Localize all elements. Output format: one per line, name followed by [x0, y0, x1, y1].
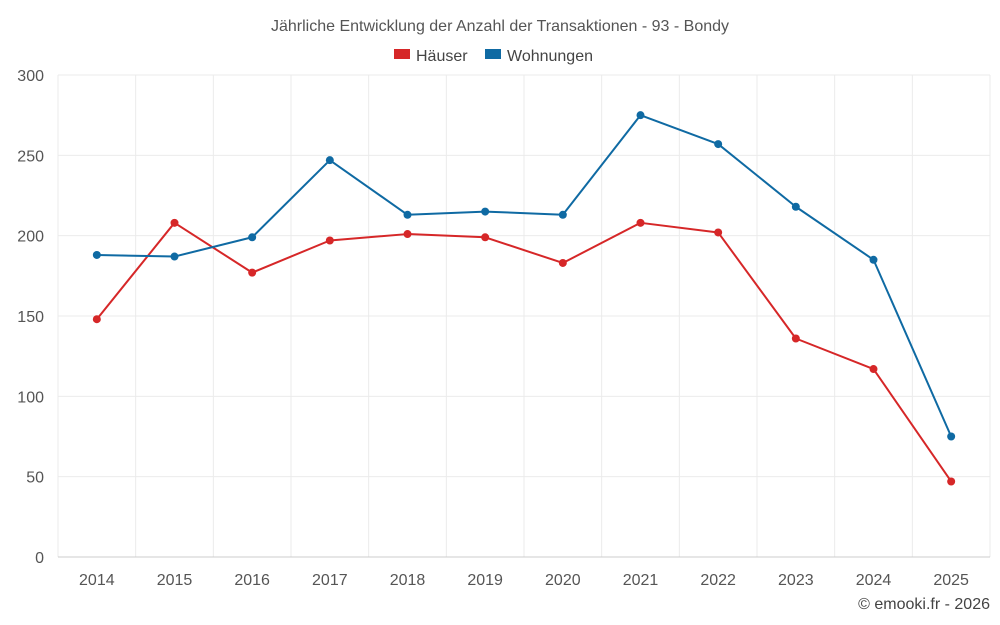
x-tick-label: 2023 — [778, 572, 814, 589]
x-tick-label: 2014 — [79, 572, 115, 589]
data-point-wohnungen-2017[interactable] — [325, 156, 334, 165]
grid — [57, 74, 991, 557]
legend-swatch-wohnungen — [485, 49, 501, 59]
data-point-wohnungen-2019[interactable] — [481, 207, 490, 216]
legend: Häuser Wohnungen — [394, 48, 593, 65]
series-line-hauser — [96, 221, 952, 483]
data-point-hauser-2017[interactable] — [325, 236, 334, 245]
x-tick-label: 2015 — [157, 572, 193, 589]
y-tick-label: 100 — [17, 389, 44, 406]
legend-swatch-hauser — [394, 49, 410, 59]
y-axis-ticks: 0 50 100 150 200 250 300 — [17, 68, 44, 567]
x-tick-label: 2020 — [545, 572, 581, 589]
data-point-hauser-2018[interactable] — [403, 230, 412, 239]
x-tick-label: 2024 — [856, 572, 892, 589]
chart-title: Jährliche Entwicklung der Anzahl der Tra… — [271, 18, 729, 35]
data-point-hauser-2015[interactable] — [170, 218, 179, 227]
legend-label-wohnungen[interactable]: Wohnungen — [507, 48, 593, 65]
data-point-wohnungen-2018[interactable] — [403, 210, 412, 219]
data-point-hauser-2024[interactable] — [869, 365, 878, 374]
x-tick-label: 2018 — [390, 572, 426, 589]
data-point-hauser-2019[interactable] — [481, 233, 490, 242]
y-tick-label: 50 — [26, 470, 44, 487]
x-tick-label: 2022 — [700, 572, 736, 589]
data-point-hauser-2016[interactable] — [248, 268, 257, 277]
x-tick-label: 2025 — [933, 572, 969, 589]
x-axis-ticks: 2014 2015 2016 2017 2018 2019 2020 2021 2022 2023… — [79, 572, 969, 589]
data-point-wohnungen-2025[interactable] — [947, 432, 956, 441]
y-tick-label: 150 — [17, 309, 44, 326]
series-layer — [92, 111, 956, 486]
series-line-wohnungen — [96, 114, 953, 437]
data-point-wohnungen-2023[interactable] — [791, 202, 800, 211]
data-point-wohnungen-2022[interactable] — [714, 140, 723, 149]
data-point-hauser-2020[interactable] — [558, 258, 567, 267]
y-tick-label: 300 — [17, 68, 44, 85]
data-point-hauser-2022[interactable] — [714, 228, 723, 237]
data-point-wohnungen-2024[interactable] — [869, 255, 878, 264]
y-tick-label: 200 — [17, 229, 44, 246]
data-point-hauser-2014[interactable] — [92, 315, 101, 324]
legend-label-hauser[interactable]: Häuser — [416, 48, 468, 65]
x-tick-label: 2017 — [312, 572, 348, 589]
data-point-wohnungen-2020[interactable] — [558, 210, 567, 219]
y-tick-label: 250 — [17, 148, 44, 165]
data-point-wohnungen-2015[interactable] — [170, 252, 179, 261]
y-tick-label: 0 — [35, 550, 44, 567]
data-point-hauser-2021[interactable] — [636, 218, 645, 227]
x-tick-label: 2016 — [234, 572, 270, 589]
data-point-wohnungen-2021[interactable] — [636, 111, 645, 120]
data-point-hauser-2025[interactable] — [947, 477, 956, 486]
data-point-wohnungen-2014[interactable] — [92, 250, 101, 259]
data-point-wohnungen-2016[interactable] — [248, 233, 257, 242]
x-tick-label: 2019 — [467, 572, 503, 589]
data-point-hauser-2023[interactable] — [791, 334, 800, 343]
credit-text: © emooki.fr - 2026 — [858, 596, 990, 613]
x-tick-label: 2021 — [623, 572, 659, 589]
